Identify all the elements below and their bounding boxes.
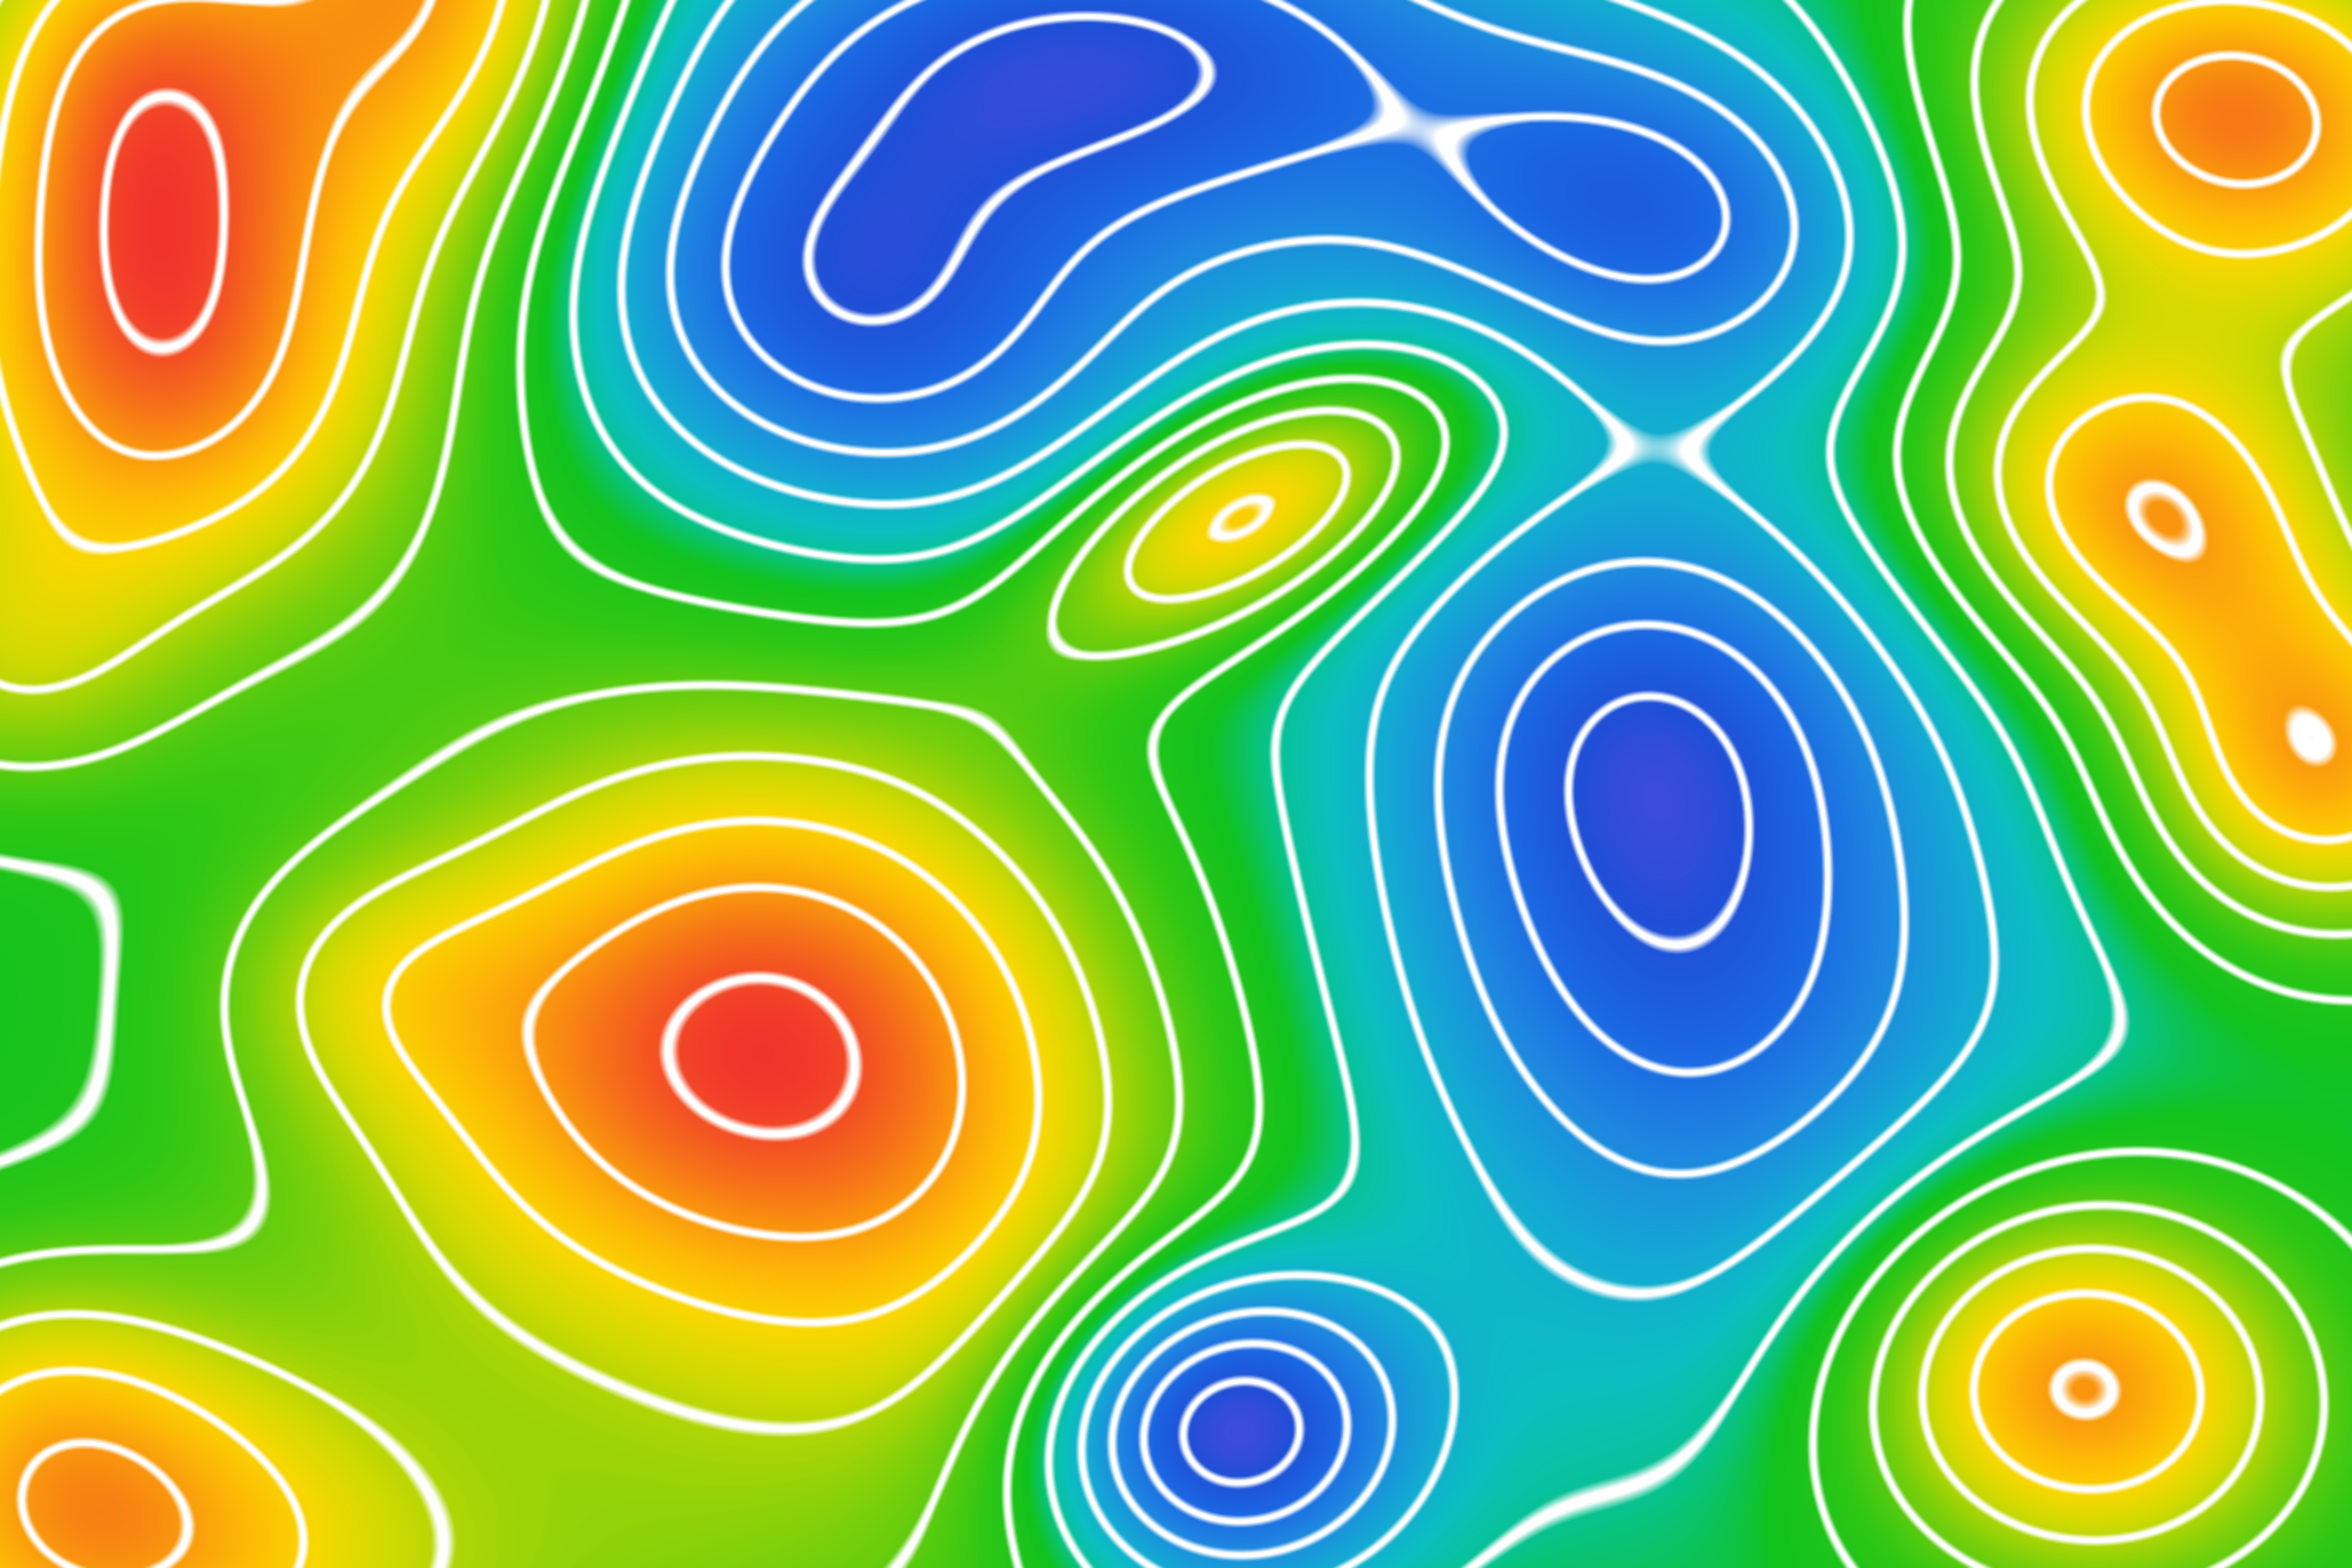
contour-heatmap xyxy=(0,0,2352,1568)
heatmap-canvas xyxy=(0,0,2352,1568)
